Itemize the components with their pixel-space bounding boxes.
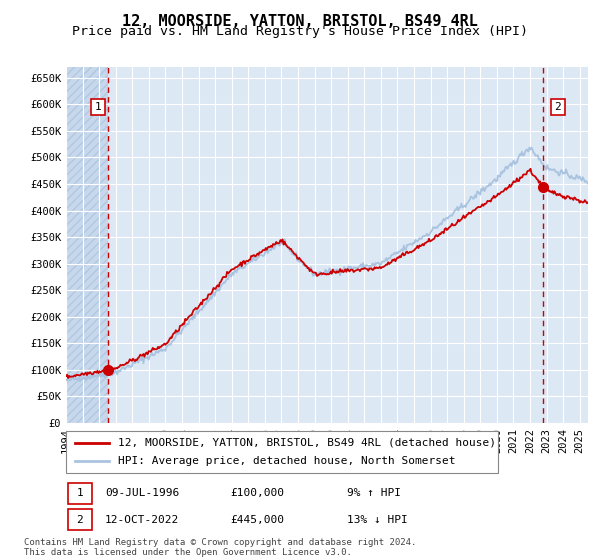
- Text: 12-OCT-2022: 12-OCT-2022: [105, 515, 179, 525]
- Text: £445,000: £445,000: [230, 515, 284, 525]
- Text: Contains HM Land Registry data © Crown copyright and database right 2024.
This d: Contains HM Land Registry data © Crown c…: [24, 538, 416, 557]
- Text: 12, MOORSIDE, YATTON, BRISTOL, BS49 4RL: 12, MOORSIDE, YATTON, BRISTOL, BS49 4RL: [122, 14, 478, 29]
- Bar: [68, 483, 92, 504]
- Text: 09-JUL-1996: 09-JUL-1996: [105, 488, 179, 498]
- Bar: [66, 67, 108, 423]
- Text: 1: 1: [94, 102, 101, 112]
- Text: Price paid vs. HM Land Registry's House Price Index (HPI): Price paid vs. HM Land Registry's House …: [72, 25, 528, 38]
- Text: 12, MOORSIDE, YATTON, BRISTOL, BS49 4RL (detached house): 12, MOORSIDE, YATTON, BRISTOL, BS49 4RL …: [118, 438, 496, 448]
- Bar: [68, 509, 92, 530]
- Bar: [66, 67, 108, 423]
- Text: HPI: Average price, detached house, North Somerset: HPI: Average price, detached house, Nort…: [118, 456, 455, 466]
- Text: 13% ↓ HPI: 13% ↓ HPI: [347, 515, 407, 525]
- Text: 2: 2: [554, 102, 561, 112]
- Text: 2: 2: [76, 515, 83, 525]
- Text: 9% ↑ HPI: 9% ↑ HPI: [347, 488, 401, 498]
- Text: £100,000: £100,000: [230, 488, 284, 498]
- Text: 1: 1: [76, 488, 83, 498]
